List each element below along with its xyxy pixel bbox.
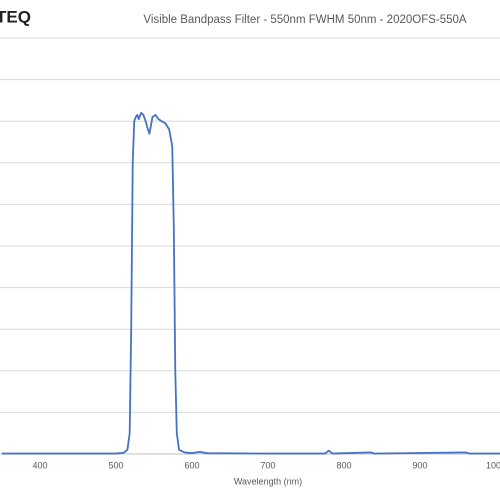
x-tick-label: 1000: [486, 460, 500, 470]
x-tick-label: 400: [32, 460, 47, 470]
data-line: [2, 111, 500, 455]
logo: TEQ: [0, 7, 31, 26]
x-tick-label: 500: [108, 460, 123, 470]
chart-title: Visible Bandpass Filter - 550nm FWHM 50n…: [143, 14, 467, 26]
x-tick-label: 600: [184, 460, 199, 470]
x-tick-label: 800: [336, 460, 351, 470]
x-tick-label: 900: [412, 460, 427, 470]
x-axis-label: Wavelength (nm): [234, 476, 302, 486]
x-tick-label: 700: [260, 460, 275, 470]
